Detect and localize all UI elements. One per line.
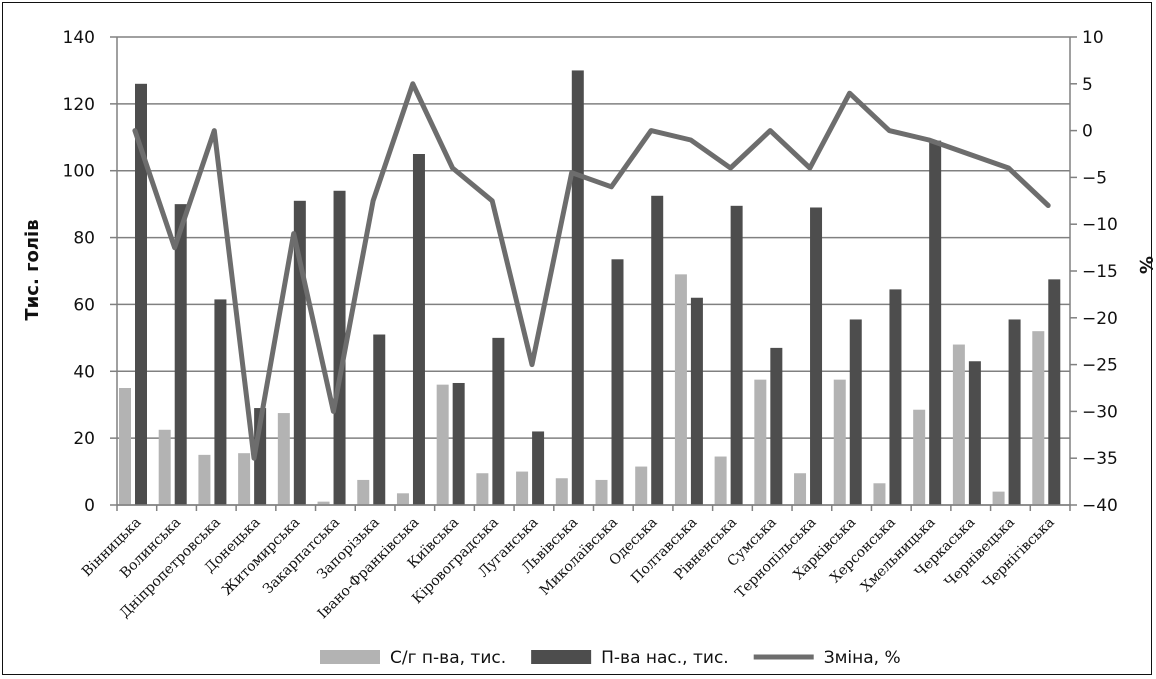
bar-farm — [595, 479, 608, 505]
left-tick-label: 120 — [63, 95, 95, 115]
bar-household — [412, 154, 425, 505]
bar-household — [968, 361, 981, 505]
bar-household — [1008, 319, 1021, 505]
bar-farm — [476, 473, 489, 505]
bars — [119, 70, 1061, 506]
bar-farm — [317, 501, 330, 505]
bar-farm — [873, 483, 886, 505]
right-tick-label: −10 — [1082, 215, 1118, 235]
left-tick-label: 40 — [73, 362, 95, 382]
bar-farm — [436, 384, 449, 505]
right-tick-label: 10 — [1082, 28, 1104, 48]
left-tick-label: 140 — [63, 28, 95, 48]
bar-farm — [158, 429, 171, 505]
bar-household — [651, 195, 664, 506]
bar-farm — [357, 479, 370, 505]
right-tick-label: −25 — [1082, 356, 1118, 376]
bar-farm — [754, 379, 767, 505]
bar-farm — [396, 493, 409, 505]
bar-farm — [555, 478, 568, 505]
legend-label: С/г п-ва, тис. — [390, 648, 506, 668]
right-tick-label: −5 — [1082, 168, 1107, 188]
bar-farm — [1032, 331, 1045, 505]
bar-household — [690, 297, 703, 505]
right-tick-label: −20 — [1082, 309, 1118, 329]
bar-farm — [833, 379, 846, 505]
left-axis-ticks: 0 20 40 60 80 100 120 140 — [63, 28, 117, 516]
right-tick-label: −15 — [1082, 262, 1118, 282]
bar-household — [214, 299, 227, 505]
bar-household — [770, 347, 783, 505]
legend-label: П-ва нас., тис. — [601, 648, 729, 668]
bar-farm — [794, 473, 807, 505]
category-label: Чернівецька — [942, 515, 1018, 591]
bar-household — [333, 190, 346, 505]
left-tick-label: 20 — [73, 429, 95, 449]
right-tick-label: 0 — [1082, 122, 1093, 142]
right-tick-label: −40 — [1082, 496, 1118, 516]
bar-household — [929, 140, 942, 505]
bar-farm — [277, 413, 290, 505]
legend-swatch — [531, 650, 592, 664]
bar-household — [174, 204, 187, 505]
bar-farm — [992, 491, 1005, 505]
bar-household — [373, 334, 386, 505]
bar-farm — [198, 454, 211, 505]
bar-farm — [516, 471, 529, 505]
line-change-percent — [132, 81, 1051, 461]
right-tick-label: 5 — [1082, 75, 1093, 95]
right-tick-label: −30 — [1082, 402, 1118, 422]
category-labels: ВінницькаВолинськаДніпропетровськаДонець… — [79, 515, 1058, 623]
legend-label: Зміна, % — [824, 648, 901, 668]
legend: С/г п-ва, тис. П-ва нас., тис. Зміна, % — [320, 648, 901, 668]
category-label: Чернігівська — [980, 515, 1058, 593]
right-axis-title: % — [1135, 256, 1156, 274]
left-tick-label: 0 — [84, 496, 95, 516]
bar-household — [889, 289, 902, 505]
bar-farm — [238, 453, 251, 505]
change-line — [132, 81, 1051, 461]
bar-household — [849, 319, 862, 505]
left-tick-label: 60 — [73, 295, 95, 315]
bar-farm — [714, 456, 727, 505]
right-tick-label: −35 — [1082, 449, 1118, 469]
bar-household — [571, 70, 584, 505]
right-axis-ticks: 10 5 0 −5 −10 −15 −20 −25 −30 −35 −40 — [1070, 28, 1118, 516]
left-tick-label: 80 — [73, 229, 95, 249]
bar-household — [452, 382, 465, 505]
bar-farm — [913, 409, 926, 505]
bar-farm — [635, 466, 648, 505]
bar-household — [730, 205, 743, 506]
bar-household — [611, 259, 624, 505]
y-axis-title: Тис. голів — [22, 219, 43, 320]
legend-swatch — [320, 650, 380, 664]
left-tick-label: 100 — [63, 162, 95, 182]
bar-household — [532, 431, 545, 505]
bar-household — [810, 207, 823, 505]
bar-farm — [119, 388, 131, 505]
bar-household — [135, 83, 147, 506]
bar-farm — [952, 344, 965, 505]
bar-household — [1048, 279, 1061, 505]
bar-household — [492, 337, 505, 505]
bar-farm — [674, 274, 687, 505]
